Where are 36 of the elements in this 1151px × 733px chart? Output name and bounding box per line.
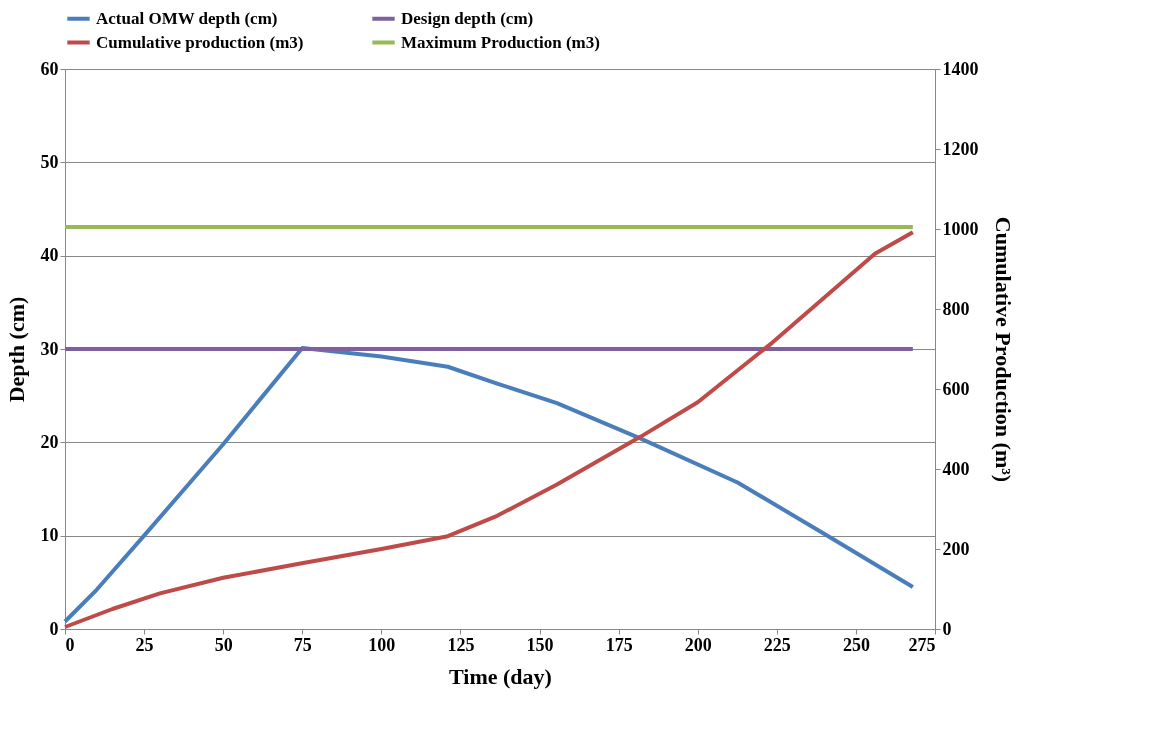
- y-tick-label: 40: [40, 245, 59, 266]
- x-axis-title: Time (day): [449, 663, 552, 689]
- y-tick-label: 10: [40, 525, 59, 546]
- y-axis-title: Depth (cm): [3, 296, 29, 403]
- y2-tick-label: 400: [942, 458, 970, 479]
- x-tick-label: 100: [368, 634, 396, 655]
- y2-tick-label: 1000: [942, 218, 979, 239]
- x-tick-label: 250: [842, 634, 870, 655]
- y2-tick-label: 1400: [942, 58, 979, 79]
- y2-axis-title: Cumulative Production (m³): [990, 216, 1016, 483]
- legend-label: Design depth (cm): [401, 8, 534, 28]
- x-tick-label: 0: [65, 634, 75, 655]
- y2-tick-label: 600: [942, 378, 970, 399]
- legend-label: Maximum Production (m3): [401, 32, 600, 52]
- y-tick-label: 50: [40, 151, 59, 172]
- y-tick-label: 60: [40, 58, 59, 79]
- x-tick-label: 275: [908, 634, 936, 655]
- legend-label: Cumulative production (m3): [96, 32, 304, 52]
- x-tick-label: 200: [684, 634, 712, 655]
- y-tick-label: 30: [40, 338, 59, 359]
- x-tick-label: 50: [214, 634, 233, 655]
- y-tick-label: 20: [40, 431, 59, 452]
- x-tick-label: 225: [763, 634, 791, 655]
- y2-tick-label: 200: [942, 538, 970, 559]
- x-tick-label: 175: [605, 634, 633, 655]
- legend-label: Actual OMW depth (cm): [96, 8, 278, 28]
- line-series: [63, 230, 915, 629]
- x-tick-label: 150: [526, 634, 554, 655]
- x-tick-label: 75: [293, 634, 312, 655]
- y2-tick-label: 800: [942, 298, 970, 319]
- x-tick-label: 25: [135, 634, 154, 655]
- y-tick-label: 0: [49, 618, 59, 639]
- y2-tick-label: 1200: [942, 138, 979, 159]
- y2-tick-label: 0: [942, 618, 952, 639]
- x-tick-label: 125: [447, 634, 475, 655]
- line-series: [63, 346, 915, 624]
